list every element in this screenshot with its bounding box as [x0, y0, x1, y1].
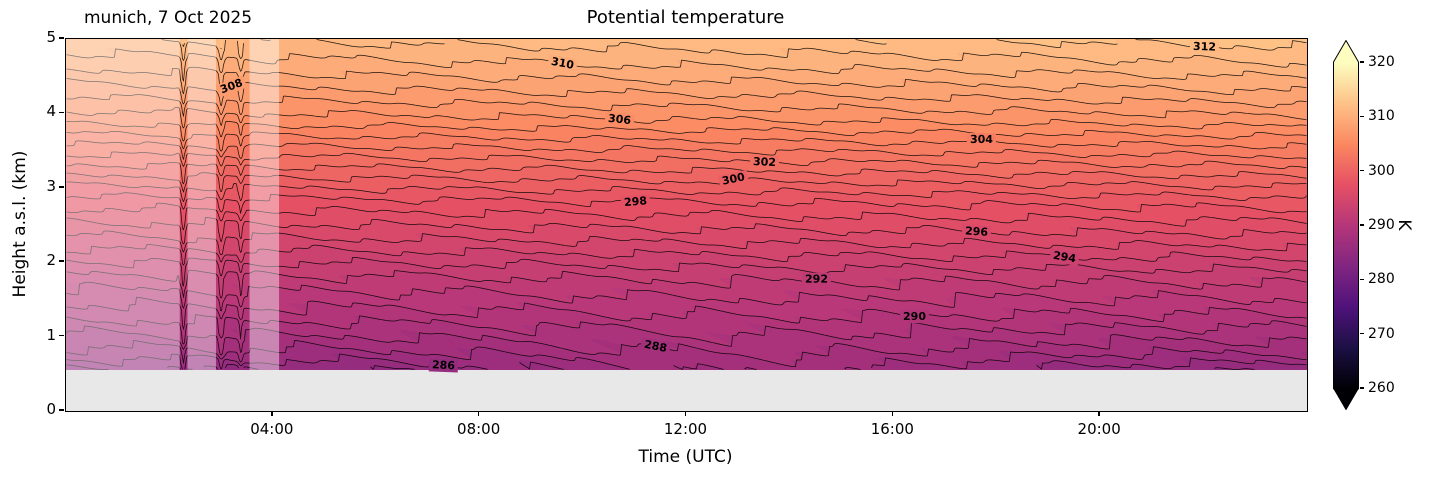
y-tick-label: 4 — [46, 102, 56, 121]
colorbar-tick-mark — [1360, 61, 1364, 63]
y-tick-mark — [59, 260, 64, 262]
x-tick-mark — [891, 411, 894, 416]
colorbar-tick-mark — [1360, 278, 1364, 280]
y-tick-mark — [59, 409, 64, 411]
plot-title: Potential temperature — [586, 7, 785, 28]
y-tick-label: 1 — [46, 325, 56, 344]
colorbar-tick-mark — [1360, 224, 1364, 226]
x-tick-label: 12:00 — [663, 420, 708, 438]
x-tick-mark — [271, 411, 273, 416]
y-tick-mark — [59, 186, 64, 188]
plot-axes — [65, 38, 1308, 412]
x-axis-label: Time (UTC) — [638, 447, 733, 467]
y-axis-label: Height a.s.l. (km) — [10, 150, 30, 298]
colorbar-tick-label: 300 — [1368, 162, 1395, 179]
colorbar-tick-label: 320 — [1368, 54, 1395, 70]
contour-plot-canvas — [66, 39, 1307, 411]
x-tick-label: 08:00 — [457, 420, 501, 438]
plot-subtitle-left: munich, 7 Oct 2025 — [84, 8, 253, 28]
x-tick-mark — [684, 411, 687, 416]
colorbar-tick-mark — [1360, 115, 1364, 117]
colorbar-tick-label: 290 — [1368, 217, 1395, 233]
colorbar-tick-label: 310 — [1368, 108, 1395, 125]
colorbar-tick-mark — [1360, 170, 1364, 172]
colorbar-tick-label: 270 — [1368, 325, 1395, 342]
x-tick-label: 20:00 — [1077, 420, 1121, 438]
colorbar-canvas — [1333, 40, 1359, 410]
y-tick-mark — [59, 37, 64, 39]
x-tick-label: 16:00 — [870, 420, 914, 438]
y-tick-mark — [59, 111, 64, 114]
x-tick-mark — [477, 411, 480, 416]
y-tick-label: 2 — [46, 251, 56, 270]
colorbar-tick-label: 280 — [1368, 271, 1395, 288]
y-tick-label: 5 — [46, 28, 56, 46]
y-tick-label: 0 — [46, 400, 56, 418]
colorbar — [1333, 40, 1359, 410]
y-tick-label: 3 — [46, 176, 56, 195]
colorbar-tick-label: 260 — [1368, 380, 1395, 396]
colorbar-tick-mark — [1360, 333, 1364, 335]
y-tick-mark — [59, 334, 64, 337]
colorbar-tick-mark — [1360, 387, 1364, 389]
x-tick-label: 04:00 — [250, 420, 294, 438]
x-tick-mark — [1098, 411, 1100, 416]
